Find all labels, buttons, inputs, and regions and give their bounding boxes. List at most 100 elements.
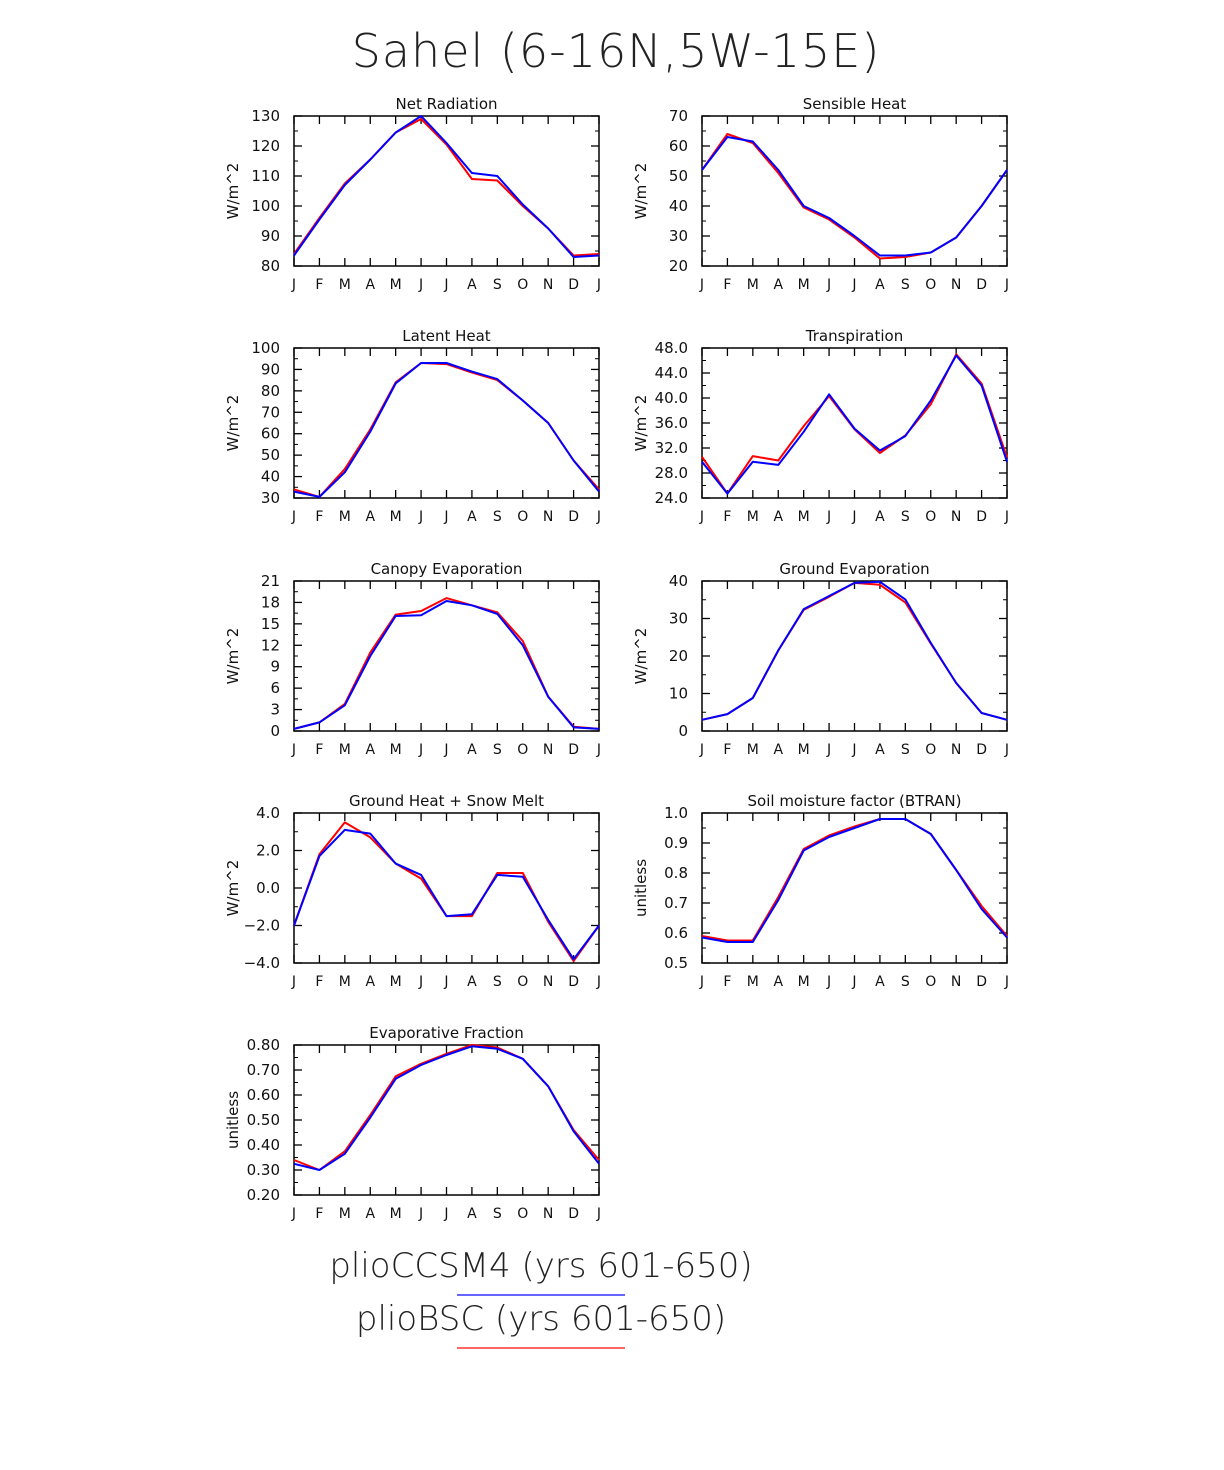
x-tick-label: N — [543, 1206, 553, 1222]
plot-frame — [701, 580, 1008, 732]
x-tick-label: S — [901, 742, 910, 758]
x-tick-label: F — [723, 974, 731, 990]
x-tick-label: S — [493, 1206, 502, 1222]
x-tick-label: J — [443, 509, 448, 525]
y-tick-label: 48.0 — [655, 339, 688, 357]
x-tick-label: M — [390, 742, 402, 758]
x-tick-label: J — [826, 509, 831, 525]
x-tick-label: M — [747, 509, 759, 525]
y-tick-label: −2.0 — [244, 917, 280, 935]
x-tick-label: S — [493, 277, 502, 293]
x-tick-label: F — [315, 277, 323, 293]
y-tick-label: 1.0 — [664, 804, 688, 822]
x-tick-label: F — [315, 974, 323, 990]
x-tick-label: A — [773, 974, 783, 990]
x-tick-label: D — [568, 1206, 579, 1222]
y-tick-label: 40 — [261, 468, 280, 486]
x-tick-label: O — [517, 974, 528, 990]
y-tick-label: 0.40 — [247, 1136, 280, 1154]
x-tick-label: O — [517, 1206, 528, 1222]
legend-line-pliccsm4 — [457, 1294, 625, 1296]
series-line-pliccsm4 — [293, 115, 600, 258]
y-tick-label: 0.80 — [247, 1036, 280, 1054]
series-line-pliobsc — [701, 581, 1008, 721]
x-tick-label: M — [339, 277, 351, 293]
y-axis-label: W/m^2 — [632, 395, 650, 452]
x-tick-label: F — [315, 742, 323, 758]
x-tick-label: S — [901, 277, 910, 293]
plot-frame — [701, 115, 1008, 267]
x-tick-label: A — [365, 742, 375, 758]
y-tick-label: 3 — [270, 701, 280, 719]
x-tick-label: J — [851, 742, 856, 758]
y-tick-label: 0.60 — [247, 1086, 280, 1104]
x-tick-label: A — [875, 277, 885, 293]
x-tick-label: J — [1004, 509, 1009, 525]
y-tick-label: 0.6 — [664, 924, 688, 942]
y-tick-label: 30 — [669, 610, 688, 628]
x-tick-label: J — [851, 974, 856, 990]
x-tick-label: N — [543, 509, 553, 525]
y-tick-label: 12 — [261, 636, 280, 654]
x-tick-label: N — [951, 509, 961, 525]
x-tick-label: O — [517, 277, 528, 293]
x-tick-label: M — [339, 974, 351, 990]
x-tick-label: O — [517, 509, 528, 525]
x-tick-label: S — [901, 974, 910, 990]
y-tick-label: 0.0 — [256, 879, 280, 897]
y-tick-label: 70 — [669, 107, 688, 125]
x-tick-label: M — [339, 509, 351, 525]
series-line-pliccsm4 — [293, 1045, 600, 1171]
x-tick-label: J — [699, 277, 704, 293]
x-tick-label: D — [976, 742, 987, 758]
x-tick-label: N — [543, 974, 553, 990]
x-tick-label: O — [925, 509, 936, 525]
y-axis-label: W/m^2 — [224, 860, 242, 917]
y-tick-label: 60 — [261, 425, 280, 443]
x-tick-label: M — [798, 509, 810, 525]
x-tick-label: A — [773, 742, 783, 758]
x-tick-label: O — [925, 742, 936, 758]
legend-label-pliccsm4: plioCCSM4 (yrs 601-650) — [329, 1246, 753, 1286]
panel-title: Soil moisture factor (BTRAN) — [748, 792, 962, 810]
x-tick-label: J — [699, 742, 704, 758]
y-tick-label: 50 — [261, 446, 280, 464]
x-tick-label: J — [1004, 974, 1009, 990]
y-axis-label: unitless — [632, 859, 650, 917]
x-tick-label: J — [596, 974, 601, 990]
y-tick-label: 0.9 — [664, 834, 688, 852]
series-line-pliobsc — [701, 353, 1008, 495]
x-tick-label: D — [568, 974, 579, 990]
y-tick-label: 2.0 — [256, 842, 280, 860]
y-tick-label: 30 — [669, 227, 688, 245]
x-tick-label: S — [493, 509, 502, 525]
x-tick-label: A — [467, 974, 477, 990]
y-tick-label: 24.0 — [655, 489, 688, 507]
series-line-pliobsc — [701, 133, 1008, 260]
y-tick-label: 80 — [261, 382, 280, 400]
x-tick-label: J — [699, 509, 704, 525]
x-tick-label: J — [443, 974, 448, 990]
x-tick-label: A — [365, 974, 375, 990]
x-tick-label: S — [901, 509, 910, 525]
panel-title: Ground Evaporation — [779, 560, 929, 578]
x-tick-label: M — [798, 742, 810, 758]
x-tick-label: J — [291, 277, 296, 293]
y-tick-label: 20 — [669, 257, 688, 275]
panel-title: Ground Heat + Snow Melt — [349, 792, 544, 810]
x-tick-label: A — [875, 509, 885, 525]
x-tick-label: J — [699, 974, 704, 990]
x-tick-label: D — [568, 742, 579, 758]
x-tick-label: N — [951, 742, 961, 758]
x-tick-label: O — [517, 742, 528, 758]
panel-title: Latent Heat — [402, 327, 491, 345]
series-line-pliobsc — [293, 1044, 600, 1171]
x-tick-label: D — [568, 277, 579, 293]
y-tick-label: 9 — [270, 658, 280, 676]
y-axis-label: W/m^2 — [632, 628, 650, 685]
y-axis-label: W/m^2 — [224, 628, 242, 685]
